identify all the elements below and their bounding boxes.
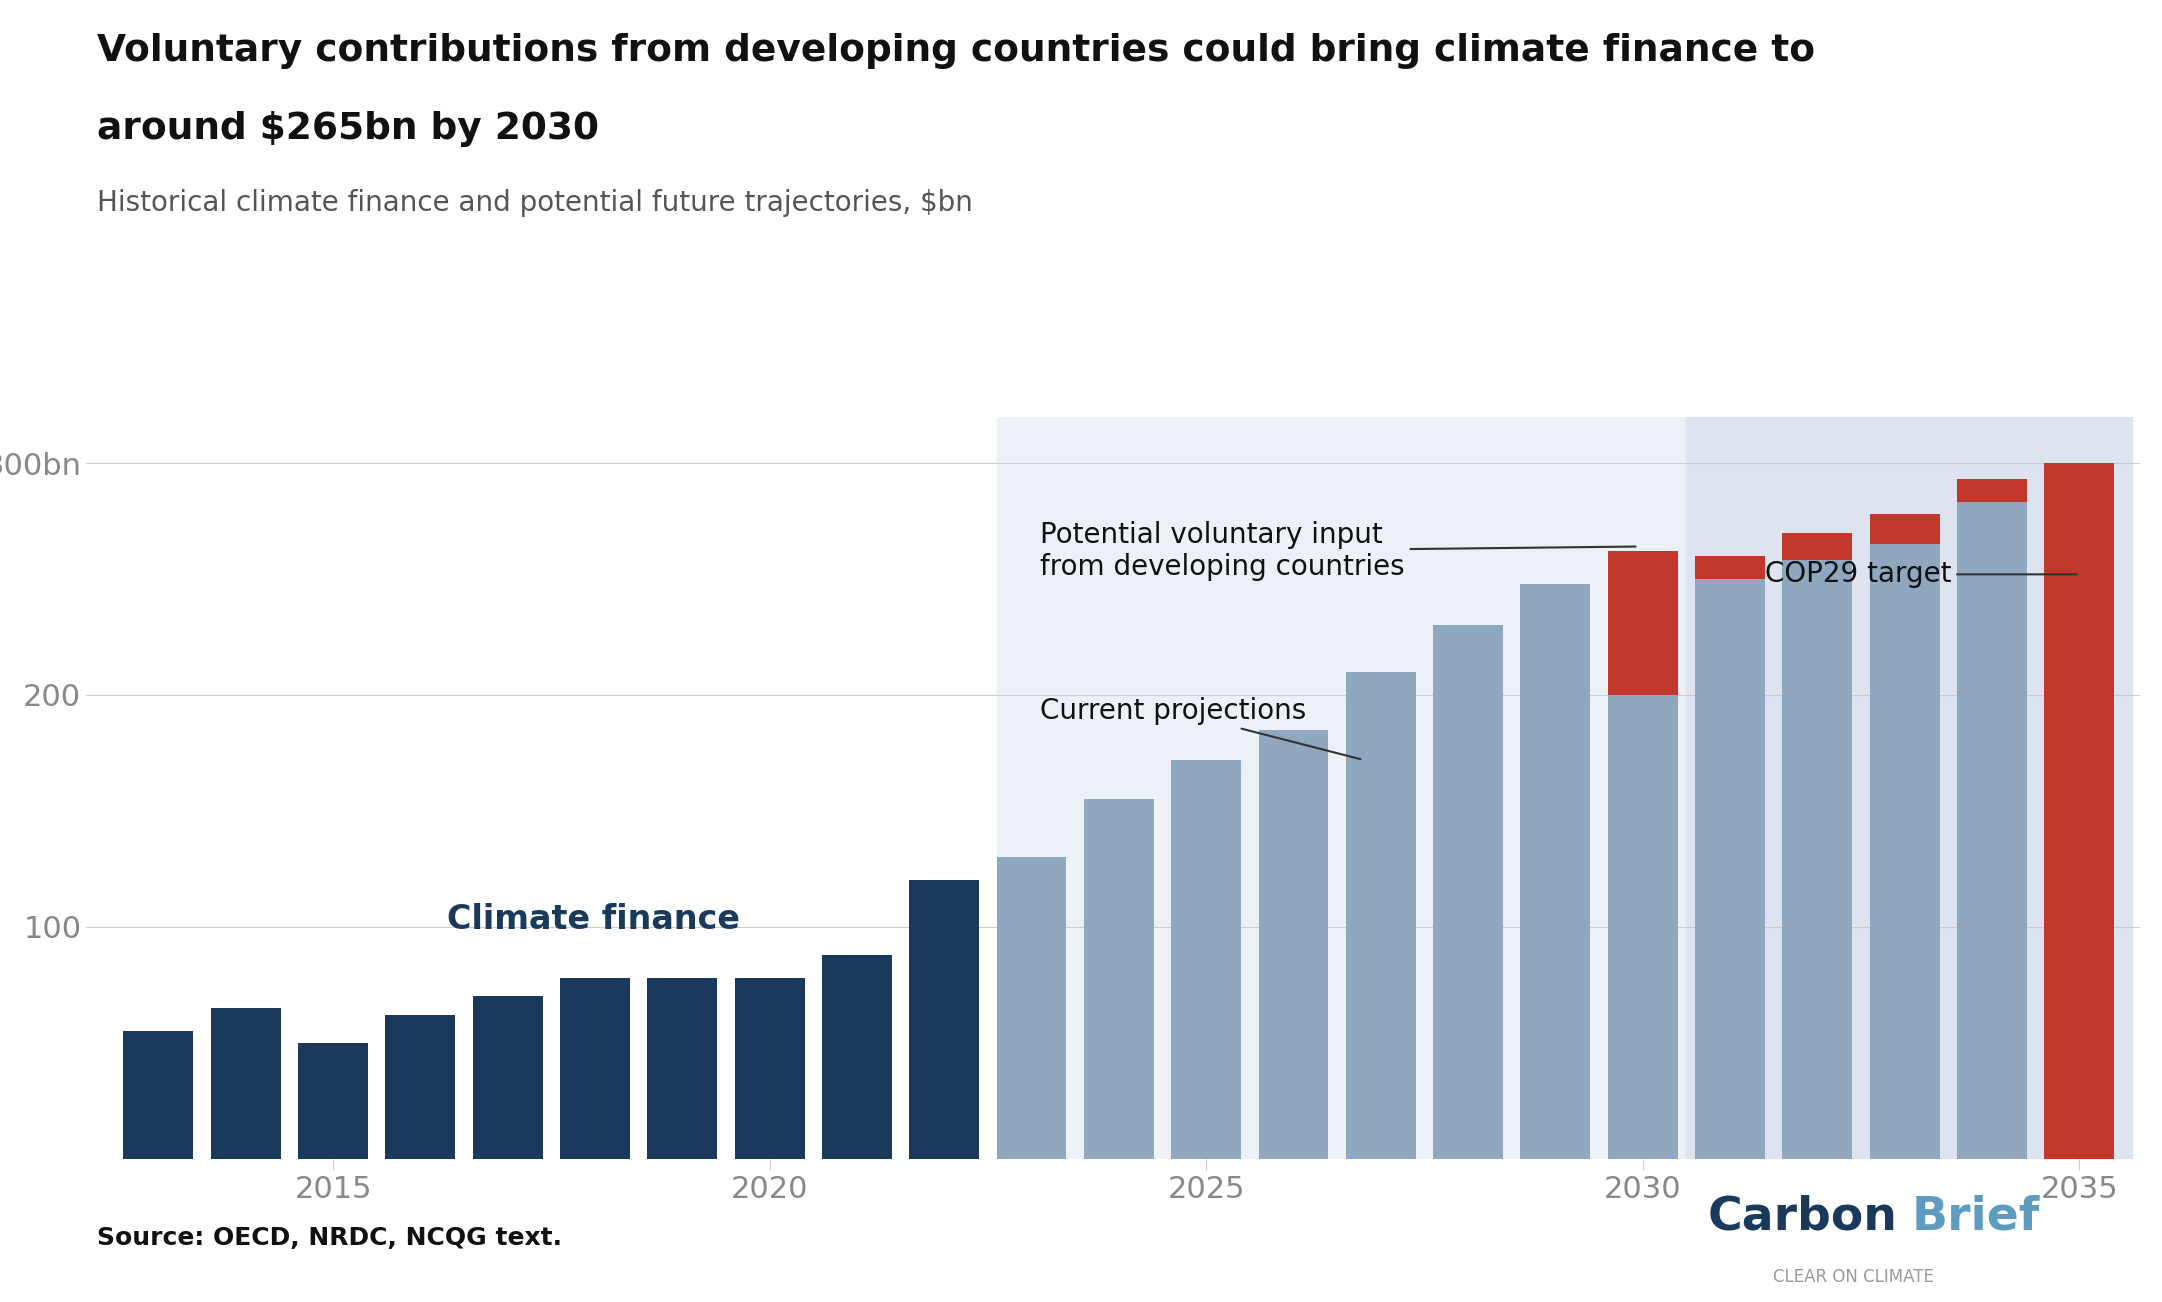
Bar	[1686, 417, 2132, 1159]
Bar	[1781, 533, 1853, 560]
Text: Carbon: Carbon	[1708, 1194, 1898, 1240]
Bar	[2045, 464, 2114, 1159]
Bar	[1520, 583, 1591, 1159]
Bar	[473, 996, 543, 1159]
Bar	[1433, 625, 1503, 1159]
Bar	[298, 1043, 368, 1159]
Bar	[1695, 556, 1764, 579]
Bar	[212, 1008, 281, 1159]
Text: Historical climate finance and potential future trajectories, $bn: Historical climate finance and potential…	[97, 189, 973, 217]
Bar	[735, 978, 804, 1159]
Bar	[1609, 695, 1678, 1159]
Bar	[910, 880, 979, 1159]
Bar	[1870, 544, 1939, 1159]
Bar	[1609, 551, 1678, 695]
Bar	[1083, 799, 1155, 1159]
Bar	[123, 1031, 192, 1159]
Bar	[646, 978, 718, 1159]
Bar	[1957, 503, 2026, 1159]
Bar	[1957, 479, 2026, 503]
Bar	[1258, 729, 1327, 1159]
Bar	[1781, 560, 1853, 1159]
Bar	[997, 417, 1686, 1159]
Text: COP29 target: COP29 target	[1764, 560, 2076, 589]
Text: Potential voluntary input
from developing countries: Potential voluntary input from developin…	[1040, 521, 1637, 582]
Text: Current projections: Current projections	[1040, 697, 1360, 759]
Bar	[1172, 760, 1241, 1159]
Text: CLEAR ON CLIMATE: CLEAR ON CLIMATE	[1773, 1268, 1933, 1286]
Bar	[997, 857, 1066, 1159]
Bar	[1870, 514, 1939, 544]
Bar	[385, 1016, 456, 1159]
Bar	[1695, 579, 1764, 1159]
Text: Climate finance: Climate finance	[448, 904, 739, 936]
Text: Voluntary contributions from developing countries could bring climate finance to: Voluntary contributions from developing …	[97, 33, 1816, 69]
Text: Source: OECD, NRDC, NCQG text.: Source: OECD, NRDC, NCQG text.	[97, 1226, 562, 1250]
Bar	[822, 954, 893, 1159]
Text: around $265bn by 2030: around $265bn by 2030	[97, 111, 599, 147]
Bar	[1347, 672, 1416, 1159]
Text: Brief: Brief	[1911, 1194, 2039, 1240]
Bar	[560, 978, 629, 1159]
